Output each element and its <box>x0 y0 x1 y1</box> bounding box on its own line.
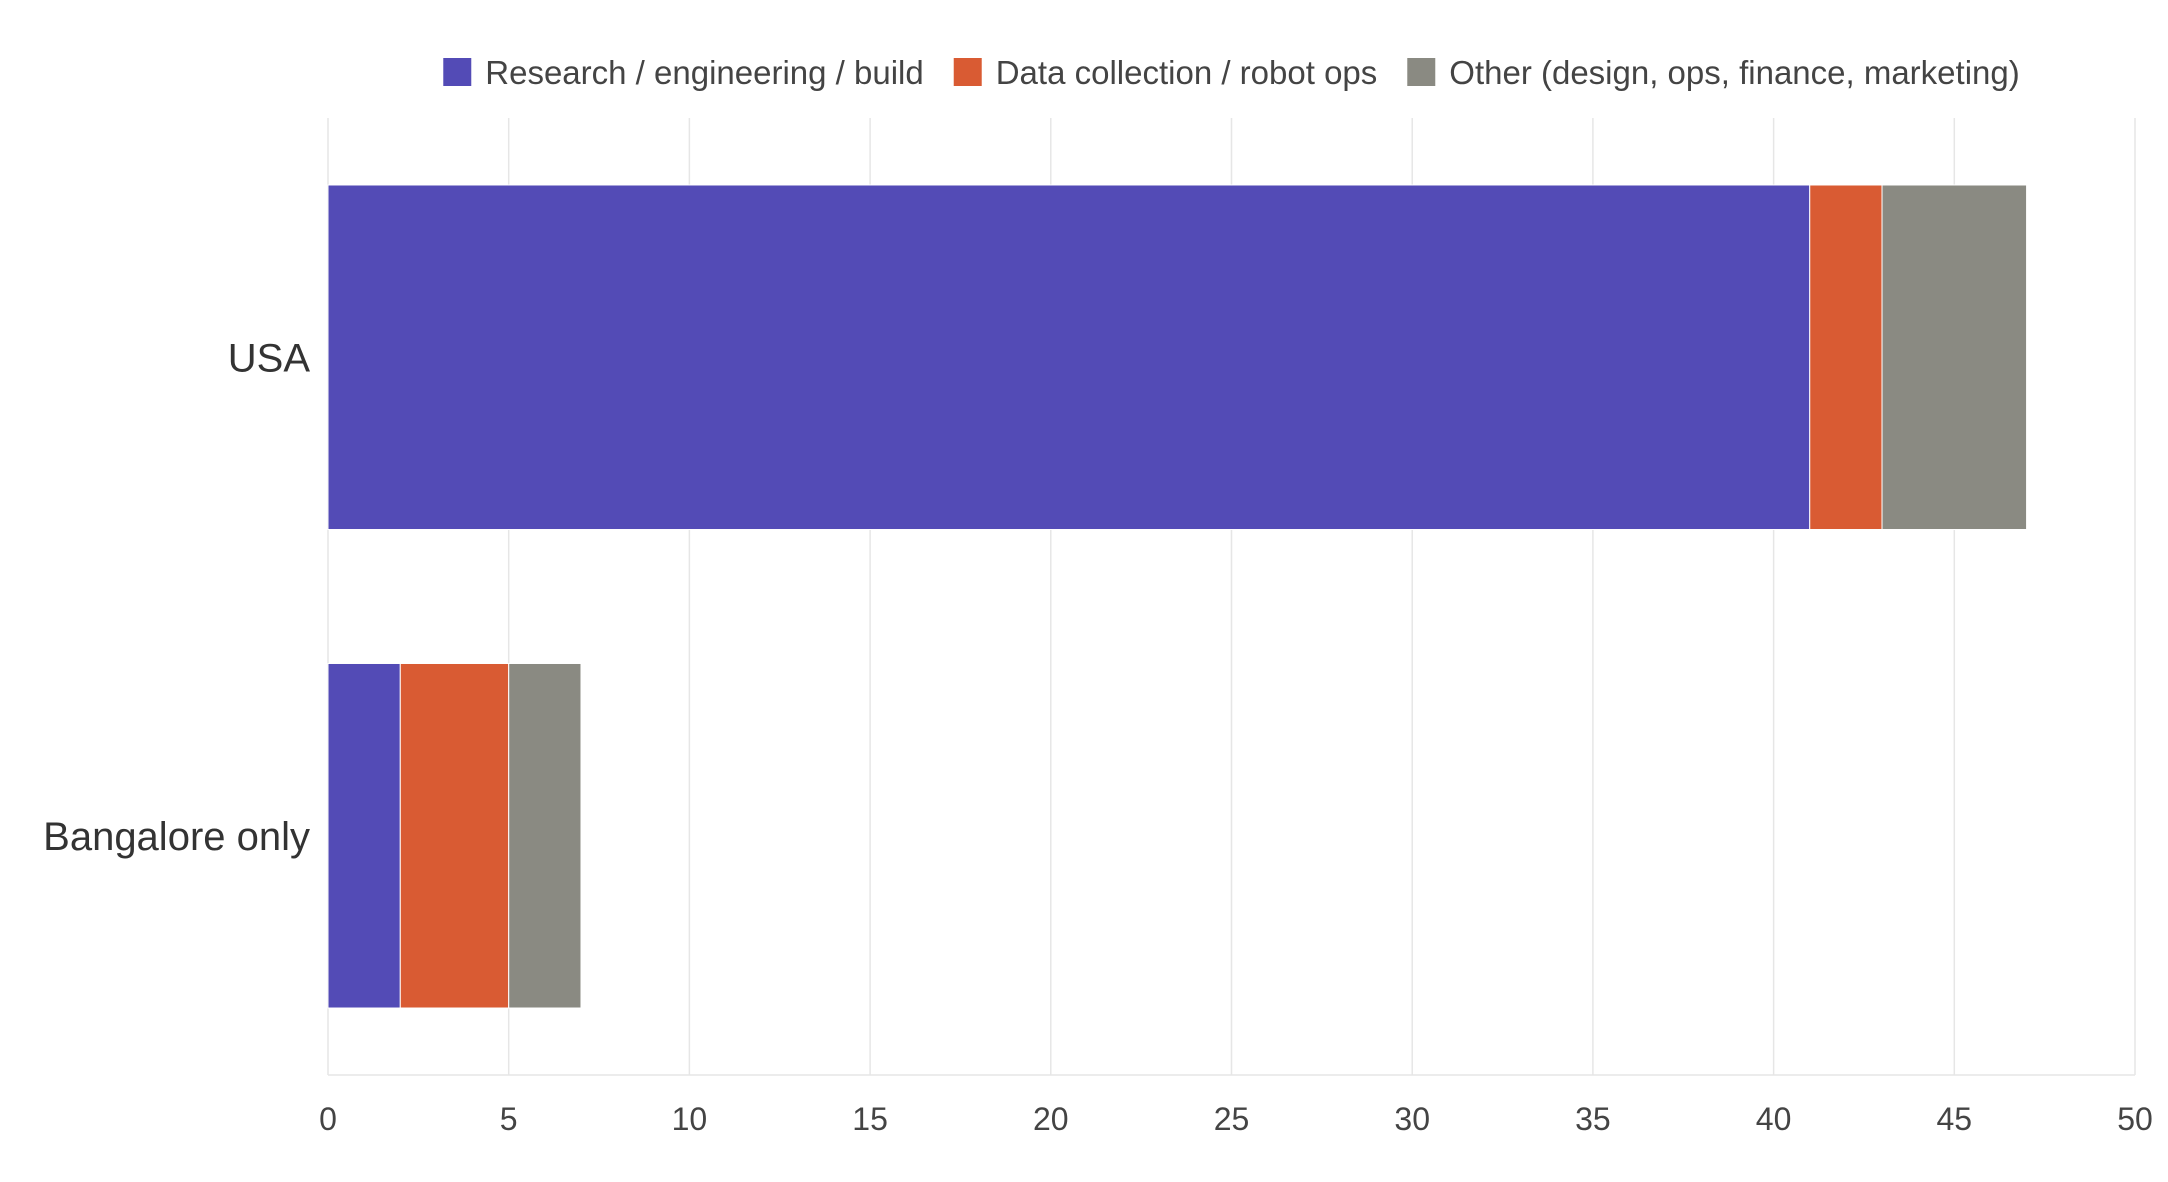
legend-label: Other (design, ops, finance, marketing) <box>1449 54 2019 91</box>
x-tick-label: 20 <box>1033 1101 1069 1137</box>
legend-item: Research / engineering / build <box>443 54 924 91</box>
bar-segment-1-0 <box>327 662 401 1009</box>
bar-segment-0-1 <box>1809 184 1883 531</box>
category-label: USA <box>228 336 311 380</box>
x-tick-label: 50 <box>2117 1101 2153 1137</box>
legend-label: Research / engineering / build <box>485 54 923 91</box>
bars <box>327 184 2028 1009</box>
x-tick-label: 5 <box>500 1101 518 1137</box>
category-labels: USA Bangalore only <box>43 336 310 859</box>
category-label: Bangalore only <box>43 815 310 859</box>
x-tick-label: 10 <box>672 1101 708 1137</box>
bar-segment-0-2 <box>1881 184 2028 531</box>
x-tick-label: 30 <box>1394 1101 1430 1137</box>
x-tick-label: 35 <box>1575 1101 1611 1137</box>
bar-segment-0-0 <box>327 184 1811 531</box>
legend-label: Data collection / robot ops <box>996 54 1378 91</box>
legend-swatch <box>953 58 982 86</box>
legend: Research / engineering / build Data colle… <box>443 54 2020 91</box>
legend-item: Other (design, ops, finance, marketing) <box>1407 54 2020 91</box>
x-axis: 0 5 10 15 20 25 30 35 40 45 50 <box>319 1074 2153 1137</box>
legend-item: Data collection / robot ops <box>953 54 1378 91</box>
legend-swatch <box>1407 58 1436 86</box>
bar-segment-1-2 <box>508 662 582 1009</box>
bar-segment-1-1 <box>399 662 510 1009</box>
x-tick-label: 0 <box>319 1101 337 1137</box>
x-tick-label: 45 <box>1937 1101 1973 1137</box>
x-tick-label: 15 <box>852 1101 888 1137</box>
x-tick-label: 25 <box>1214 1101 1250 1137</box>
legend-swatch <box>443 58 472 86</box>
x-tick-label: 40 <box>1756 1101 1792 1137</box>
